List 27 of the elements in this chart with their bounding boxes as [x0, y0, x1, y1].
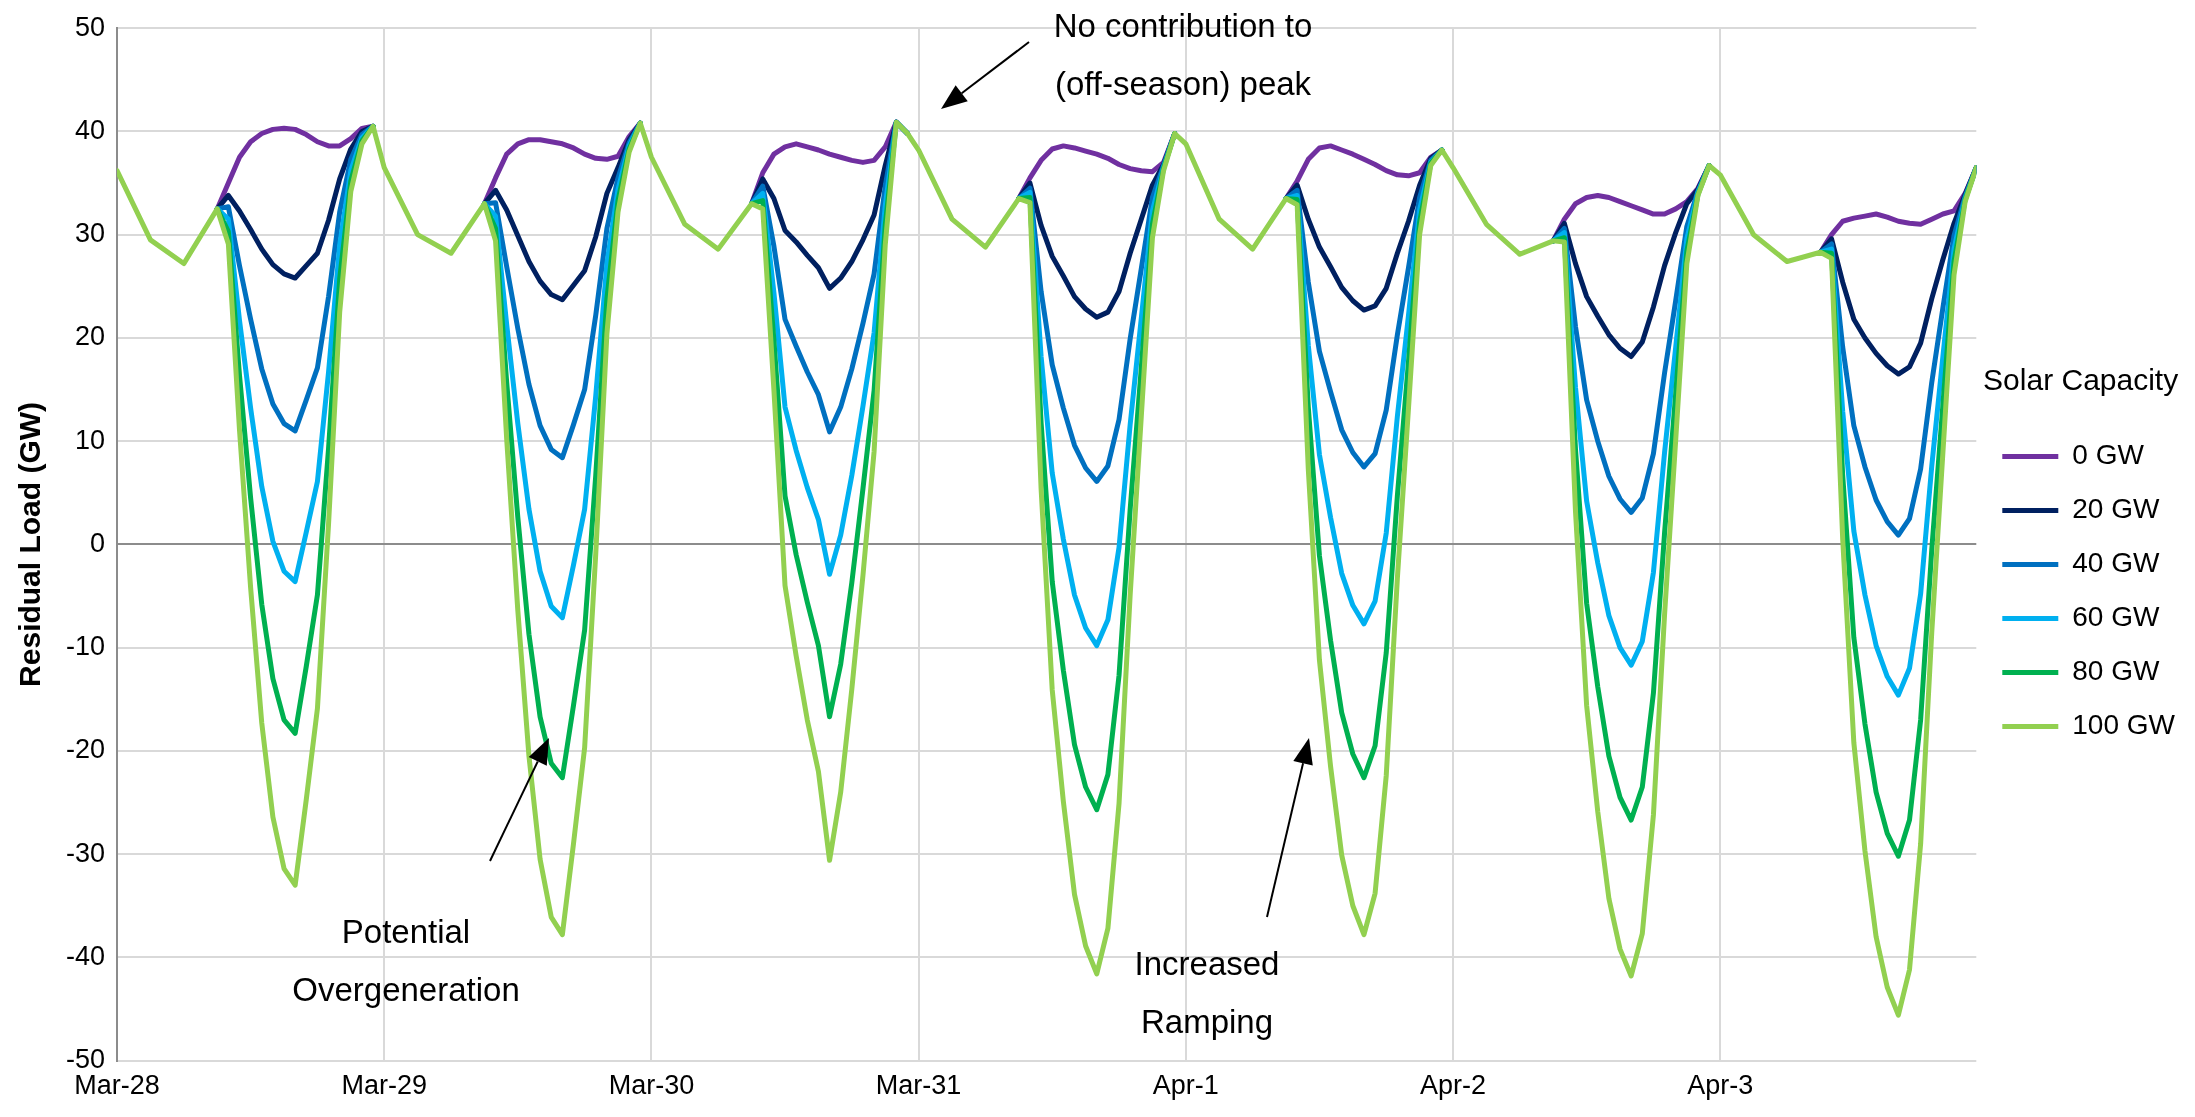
- y-tick-label: -30: [65, 837, 106, 868]
- legend-title: Solar Capacity: [1983, 362, 2179, 396]
- legend-label: 60 GW: [2072, 601, 2160, 633]
- y-tick-label: -20: [65, 734, 106, 765]
- y-tick-label: 30: [74, 218, 106, 249]
- annotation: Potential Overgeneration: [292, 913, 520, 1009]
- annotation: No contribution to (off-season) peak: [1053, 7, 1313, 103]
- x-tick-label: Apr-2: [1420, 1070, 1487, 1101]
- x-tick-label: Apr-3: [1687, 1070, 1754, 1101]
- y-tick-label: 10: [74, 424, 106, 455]
- legend-label: 20 GW: [2072, 493, 2160, 525]
- y-tick-label: 20: [74, 321, 106, 352]
- x-tick-label: Apr-1: [1152, 1070, 1219, 1101]
- y-tick-label: 50: [74, 11, 106, 42]
- y-tick-label: 40: [74, 114, 106, 145]
- annotation: Increased Ramping: [1134, 945, 1280, 1041]
- legend-label: 40 GW: [2072, 547, 2160, 579]
- y-tick-label: -10: [65, 631, 106, 662]
- x-tick-label: Mar-29: [341, 1070, 427, 1101]
- legend-label: 80 GW: [2072, 655, 2160, 687]
- y-tick-label: 0: [89, 527, 106, 558]
- x-tick-label: Mar-30: [608, 1070, 695, 1101]
- legend-label: 100 GW: [2072, 709, 2176, 741]
- x-tick-label: Mar-31: [875, 1070, 962, 1101]
- legend-label: 0 GW: [2072, 439, 2145, 471]
- y-axis-title: Residual Load (GW): [13, 401, 47, 687]
- y-tick-label: -40: [65, 940, 106, 971]
